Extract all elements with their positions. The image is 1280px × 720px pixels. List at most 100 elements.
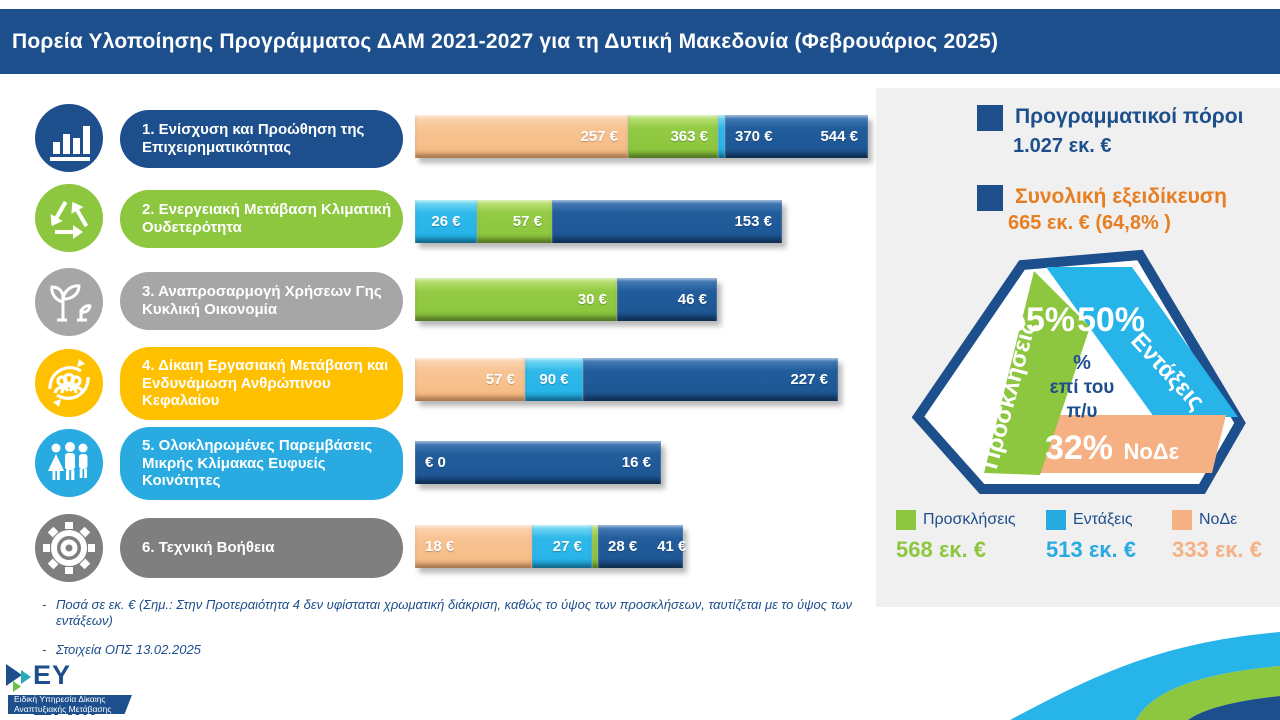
bar-row-5: € 0 16 € (415, 441, 661, 484)
priority-pill-2[interactable]: 2. Ενεργειακή Μετάβαση Κλιματική Ουδετερ… (120, 190, 403, 248)
bar-row-1: 257 € 363 € 370 € 544 € (415, 115, 868, 158)
title-bar: Πορεία Υλοποίησης Προγράμματος ΔΑΜ 2021-… (0, 9, 1280, 74)
logo-subtitle-line2: Αναπτυξιακής Μετάβασης (14, 703, 112, 714)
page-title: Πορεία Υλοποίησης Προγράμματος ΔΑΜ 2021-… (12, 29, 999, 53)
bar-segment-cyan[interactable]: 26 € (415, 200, 477, 243)
people-icon (35, 429, 103, 497)
legend-swatch (896, 510, 916, 530)
bar-segment-blue[interactable]: 28 € 41 € (598, 525, 686, 568)
legend-value: 333 εκ. € (1172, 537, 1262, 562)
entaxeis-band (1046, 267, 1238, 417)
bar-value-label: 363 € (670, 128, 708, 145)
bar-segment-peach[interactable]: 18 € (415, 525, 532, 568)
programmatic-value: 1.027 εκ. € (1013, 135, 1112, 157)
logo-subtitle-line1: Ειδική Υπηρεσία Δίκαιης (14, 694, 106, 704)
blue-square-icon (977, 185, 1003, 211)
legend-item-3: ΝοΔε 333 εκ. € (1172, 510, 1262, 563)
legend-item-2: Εντάξεις 513 εκ. € (1046, 510, 1136, 563)
priority-pill-1[interactable]: 1. Ενίσχυση και Προώθηση της Επιχειρηματ… (120, 110, 403, 168)
bar-segment-green[interactable]: 363 € (628, 115, 718, 158)
wave-decoration (1010, 632, 1280, 720)
bar-value-label: 90 € (539, 371, 569, 388)
bar-value-label: 46 € (677, 291, 707, 308)
bar-segment-blue[interactable]: 370 € 544 € (725, 115, 868, 158)
legend-value: 568 εκ. € (896, 537, 986, 562)
legend-label: ΝοΔε (1199, 511, 1238, 528)
proskliseis-pct: 55% (1007, 301, 1075, 339)
bar-row-3: 30 € 46 € (415, 278, 717, 321)
legend-value: 513 εκ. € (1046, 537, 1136, 562)
plant-icon (35, 268, 103, 336)
bar-value-label: 153 € (734, 213, 772, 230)
summary-panel: Προγραμματικοί πόροι 1.027 εκ. € Συνολικ… (876, 88, 1280, 607)
bar-segment-green[interactable] (592, 525, 598, 568)
specification: Συνολική εξειδίκευση (977, 185, 1227, 211)
priority-label: 6. Τεχνική Βοήθεια (142, 539, 275, 557)
bar-segment-cyan[interactable]: 27 € (532, 525, 592, 568)
center-line3: π/υ (1067, 401, 1098, 422)
triangle-diagram: 55% Προσκλήσεις 50% Εντάξεις 32% ΝοΔε % … (911, 249, 1246, 494)
bar-value-label: 18 € (425, 538, 455, 555)
bar-value-label: € 0 (425, 454, 446, 471)
programmatic-label: Προγραμματικοί πόροι (1015, 105, 1244, 128)
footnote-text: Ποσά σε εκ. € (Σημ.: Στην Προτεραιότητα … (56, 597, 853, 629)
bar-value-label: 27 € (552, 538, 582, 555)
priority-pill-4[interactable]: 4. Δίκαιη Εργασιακή Μετάβαση και Ενδυνάμ… (120, 347, 403, 420)
footnote-dash: - (42, 597, 47, 612)
bar-value-label: 26 € (431, 213, 461, 230)
entaxeis-pct: 50% (1077, 301, 1145, 339)
bar-segment-green[interactable]: 57 € (477, 200, 552, 243)
center-line1: % (1073, 352, 1091, 374)
priority-pill-3[interactable]: 3. Αναπροσαρμογή Χρήσεων Γης Κυκλική Οικ… (120, 272, 403, 330)
legend-label: Προσκλήσεις (923, 511, 1016, 528)
footnote-text: Στοιχεία ΟΠΣ 13.02.2025 (56, 641, 201, 657)
bar-row-4: 57 € 90 € 227 € (415, 358, 838, 401)
priority-label: 3. Αναπροσαρμογή Χρήσεων Γης Κυκλική Οικ… (142, 283, 382, 318)
bar-row-6: 18 € 27 € 28 € 41 € (415, 525, 686, 568)
priority-label: 2. Ενεργειακή Μετάβαση Κλιματική Ουδετερ… (142, 201, 392, 236)
bar-chart-icon (35, 104, 103, 172)
bar-value-label: 28 € (608, 538, 638, 555)
bar-segment-blue[interactable]: 227 € (583, 358, 838, 401)
bar-segment-blue[interactable]: 153 € (552, 200, 782, 243)
priority-label: 5. Ολοκληρωμένες Παρεμβάσεις Μικρής Κλίμ… (142, 436, 373, 490)
bar-segment-green[interactable]: 30 € (415, 278, 617, 321)
legend-swatch (1046, 510, 1066, 530)
bar-value-label: 370 € (735, 128, 773, 145)
recycle-icon (35, 184, 103, 252)
node-pct-label: 32% ΝοΔε (1045, 429, 1180, 467)
bar-value-label: 57 € (512, 213, 542, 230)
bar-value-label: 41 € (657, 538, 687, 555)
specification-value: 665 εκ. € (64,8% ) (1008, 212, 1171, 234)
legend-label: Εντάξεις (1073, 511, 1133, 528)
bar-segment-cyan[interactable]: 90 € (525, 358, 583, 401)
people-cycle-icon (35, 349, 103, 417)
specification-label: Συνολική εξειδίκευση (1015, 185, 1227, 208)
legend-item-1: Προσκλήσεις 568 εκ. € (896, 510, 1016, 563)
footnotes: - Ποσά σε εκ. € (Σημ.: Στην Προτεραιότητα… (42, 597, 857, 670)
priority-pill-5[interactable]: 5. Ολοκληρωμένες Παρεμβάσεις Μικρής Κλίμ… (120, 427, 403, 500)
footnote-2: - Στοιχεία ΟΠΣ 13.02.2025 (42, 642, 857, 658)
bar-value-label: 257 € (580, 128, 618, 145)
footnote-dash: - (42, 641, 47, 657)
proskliseis-band (984, 271, 1090, 475)
priority-pill-6[interactable]: 6. Τεχνική Βοήθεια (120, 518, 403, 578)
bar-value-label: 227 € (790, 371, 828, 388)
bar-value-label: 30 € (577, 291, 607, 308)
priority-label: 4. Δίκαιη Εργασιακή Μετάβαση και Ενδυνάμ… (142, 356, 389, 410)
bar-segment-peach[interactable]: 57 € (415, 358, 525, 401)
bar-segment-blue[interactable]: 46 € (617, 278, 717, 321)
bar-value-label: 544 € (820, 128, 858, 145)
gear-icon (35, 514, 103, 582)
bar-value-label: 16 € (621, 454, 651, 471)
programmatic-resources: Προγραμματικοί πόροι (977, 105, 1243, 131)
priority-label: 1. Ενίσχυση και Προώθηση της Επιχειρηματ… (142, 121, 365, 156)
bar-segment-peach[interactable]: 257 € (415, 115, 628, 158)
bar-value-label: 57 € (485, 371, 515, 388)
legend-swatch (1172, 510, 1192, 530)
logo-banner: Ειδική Υπηρεσία Δίκαιης Αναπτυξιακής Μετ… (8, 695, 132, 714)
bar-segment-cyan[interactable] (718, 115, 725, 158)
bar-segment-blue[interactable]: € 0 16 € (415, 441, 661, 484)
center-line2: επί του (1050, 377, 1115, 398)
footnote-1: - Ποσά σε εκ. € (Σημ.: Στην Προτεραιότητα… (42, 597, 857, 630)
